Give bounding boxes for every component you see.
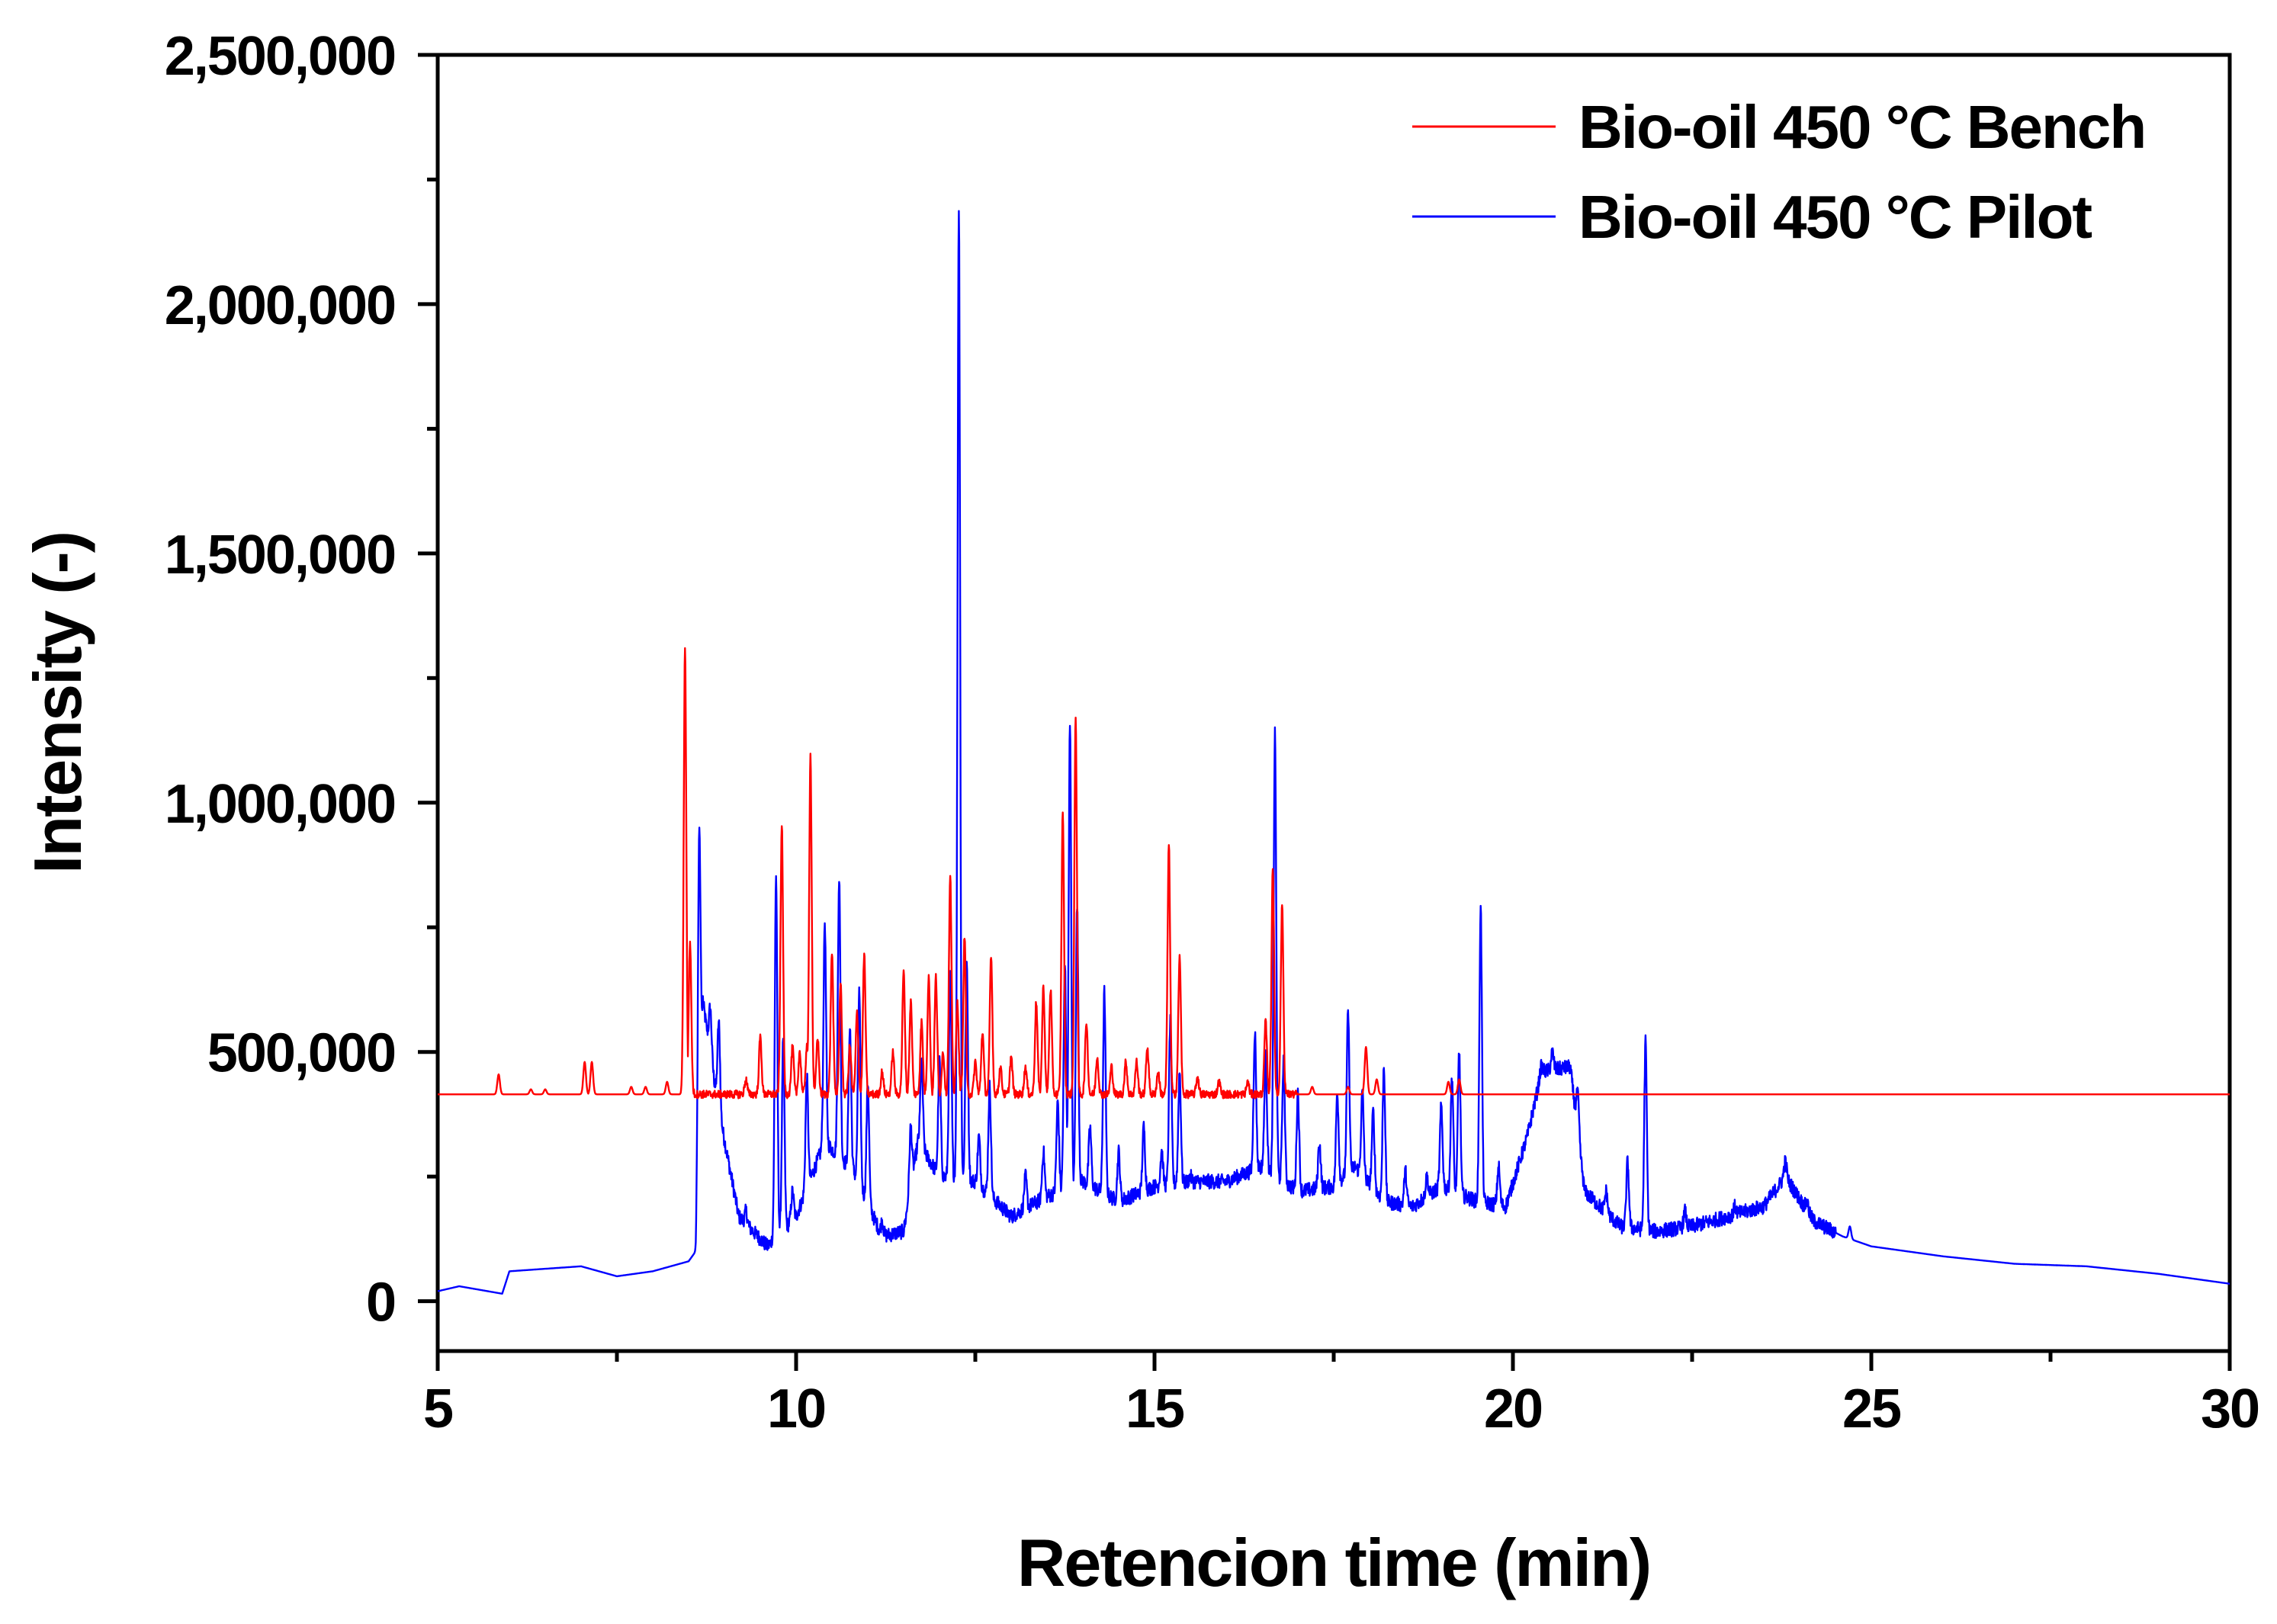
series-line-pilot [437,210,2230,1295]
series-line-bench [437,647,2230,1099]
y-tick-label: 2,500,000 [165,26,395,87]
y-axis-ticks [418,53,438,1304]
y-axis-title: Intensity (-) [20,532,95,874]
x-tick-label: 5 [423,1378,453,1439]
y-tick-label: 1,500,000 [165,525,395,586]
x-tick-label: 30 [2201,1378,2259,1439]
legend-label-pilot: Bio-oil 450 °C Pilot [1578,183,2092,251]
y-tick-label: 1,000,000 [165,774,395,835]
x-axis-ticks [435,1351,2232,1371]
x-axis-tick-labels: 5 10 15 20 25 30 [423,1378,2260,1439]
x-tick-label: 15 [1126,1378,1184,1439]
x-tick-label: 10 [767,1378,825,1439]
x-tick-label: 25 [1842,1378,1901,1439]
legend-label-bench: Bio-oil 450 °C Bench [1578,93,2145,161]
x-axis-title: Retencion time (min) [1017,1525,1650,1600]
y-tick-label: 500,000 [207,1023,395,1084]
y-tick-label: 0 [366,1273,395,1334]
legend: Bio-oil 450 °C Bench Bio-oil 450 °C Pilo… [1412,93,2147,251]
y-tick-label: 2,000,000 [165,275,395,336]
y-axis-tick-labels: 0 500,000 1,000,000 1,500,000 2,000,000 2,500… [165,26,397,1334]
x-tick-label: 20 [1484,1378,1542,1439]
series-layer [437,210,2230,1295]
